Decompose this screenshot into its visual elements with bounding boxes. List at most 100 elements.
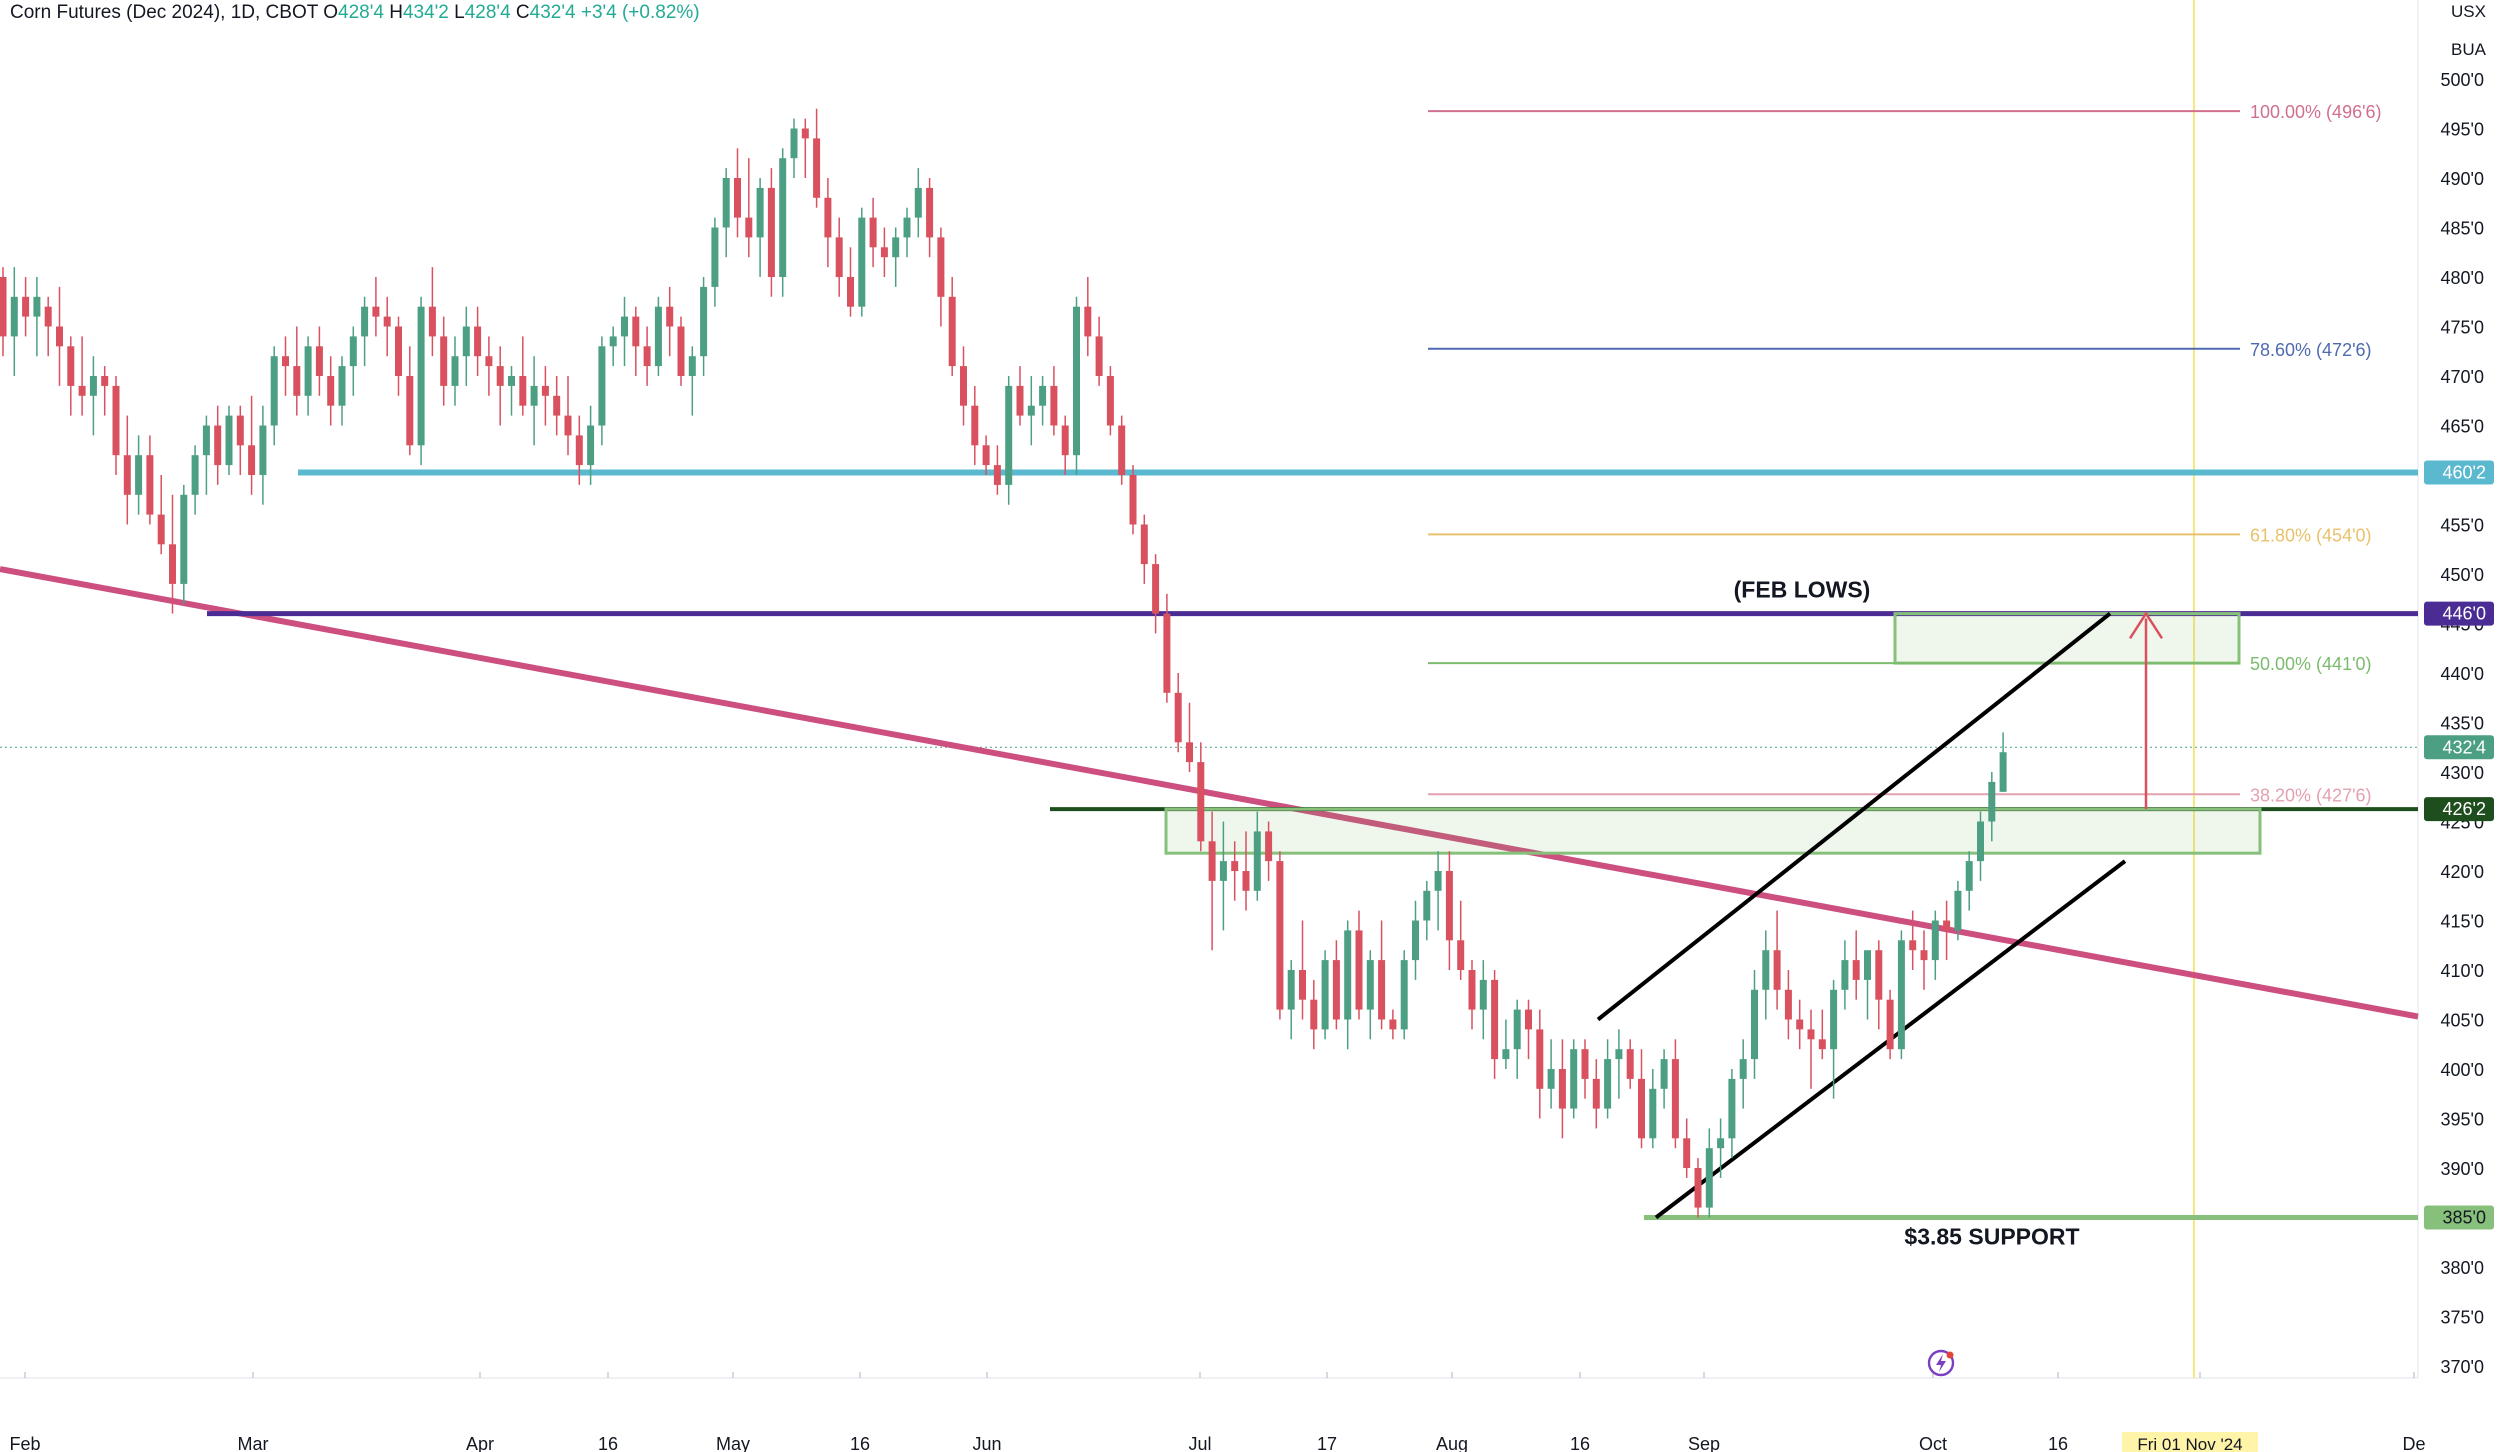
candle-body: [1626, 1049, 1634, 1079]
candle-body: [1140, 524, 1148, 565]
price-tag-label: 460'2: [2443, 463, 2486, 483]
drawing-annotations: 100.00% (496'6) 78.60% (472'6) 61.80% (454…: [1734, 102, 2382, 1249]
close-value: 432'4: [529, 2, 576, 23]
candle-body: [1050, 385, 1058, 426]
candle-body: [1536, 1029, 1544, 1089]
candle: [1525, 999, 1532, 1060]
candle-body: [349, 336, 357, 367]
candle: [1988, 772, 1996, 842]
price-axis[interactable]: 370'0 375'0 380'0 385'0 390'0 395'0 400'0 405'0…: [2424, 70, 2494, 1377]
candle-body: [779, 158, 787, 277]
candle-body: [1615, 1049, 1623, 1060]
candle-body: [903, 217, 911, 238]
y-tick-label: 390'0: [2441, 1159, 2484, 1179]
candle: [564, 376, 572, 456]
candle-body: [417, 306, 425, 446]
candle-body: [1558, 1069, 1566, 1109]
low-label: L: [454, 2, 465, 23]
candle: [1412, 900, 1419, 980]
candle-body: [1016, 385, 1024, 416]
candle-body: [1977, 821, 1984, 862]
candle: [451, 336, 459, 406]
candle: [937, 227, 945, 327]
candle: [383, 296, 391, 357]
candle-body: [1276, 861, 1284, 1010]
candle: [236, 405, 244, 475]
candle: [1332, 940, 1340, 1030]
candle-body: [1310, 999, 1318, 1030]
y-tick-label: 400'0: [2441, 1060, 2484, 1080]
candle-body: [971, 405, 979, 446]
candle-body: [801, 128, 809, 139]
candle-body: [711, 227, 719, 287]
candle-body: [1129, 475, 1137, 525]
candle-body: [1163, 613, 1171, 693]
candle: [372, 277, 380, 337]
x-tick-label: 16: [1570, 1434, 1590, 1452]
candle-body: [304, 346, 312, 396]
candle-body: [191, 455, 199, 495]
candle-body: [1784, 989, 1792, 1020]
candle: [1671, 1039, 1679, 1149]
candle-body: [1378, 960, 1386, 1020]
candle: [1717, 1118, 1725, 1178]
candle: [1615, 1029, 1623, 1099]
candle-body: [677, 326, 685, 376]
candle-body: [1886, 999, 1894, 1050]
candle-body: [1412, 920, 1419, 961]
candle-body: [767, 187, 775, 277]
candle: [1321, 950, 1329, 1040]
fib-level-label: 100.00% (496'6): [2250, 102, 2382, 122]
candle: [474, 306, 482, 376]
candle: [1897, 930, 1905, 1060]
candle: [1479, 960, 1487, 1040]
candle: [926, 178, 934, 258]
candle: [621, 296, 628, 367]
candle-body: [1208, 841, 1216, 881]
candle: [1830, 979, 1838, 1099]
candle-body: [813, 138, 821, 198]
candle-body: [406, 376, 414, 446]
candle: [1536, 1009, 1544, 1119]
candle: [462, 306, 470, 386]
price-tag-label: 385'0: [2443, 1208, 2486, 1228]
candle-body: [1671, 1059, 1679, 1139]
candle-body: [180, 494, 188, 584]
candle: [123, 415, 131, 525]
candle-body: [248, 445, 256, 475]
symbol-header[interactable]: Corn Futures (Dec 2024), 1D, CBOT O428'4…: [10, 2, 700, 24]
candle: [1378, 920, 1386, 1030]
descending-trendline: [0, 566, 2419, 1020]
candle: [89, 356, 97, 436]
candle: [1242, 831, 1250, 911]
alert-icon[interactable]: [1926, 1348, 1956, 1378]
candle-body: [1479, 979, 1487, 1010]
candle-body: [926, 187, 934, 238]
candle: [406, 346, 414, 456]
candle-body: [1152, 564, 1160, 614]
quantity-unit[interactable]: BUA: [2451, 40, 2486, 59]
candle-body: [1852, 960, 1860, 980]
candle: [575, 415, 583, 485]
candle: [813, 108, 821, 208]
currency-unit[interactable]: USX: [2451, 2, 2486, 21]
candle: [349, 326, 357, 396]
candle-body: [1683, 1138, 1691, 1168]
candle-body: [395, 326, 402, 376]
candle-body: [982, 445, 990, 466]
candle: [530, 356, 538, 446]
candle: [982, 435, 990, 475]
candle-body: [1061, 425, 1069, 456]
candle: [1027, 376, 1035, 446]
candle: [1920, 930, 1928, 990]
candle-body: [293, 366, 301, 396]
candle: [1570, 1039, 1578, 1119]
time-axis[interactable]: FebMarApr16May16JunJul17Aug16SepOct16Nov…: [9, 1432, 2426, 1452]
candle-body: [225, 415, 233, 466]
candle-body: [1186, 742, 1193, 763]
candle: [1773, 910, 1781, 1010]
candle: [1231, 841, 1239, 901]
candle: [801, 118, 809, 178]
candle: [485, 336, 493, 396]
